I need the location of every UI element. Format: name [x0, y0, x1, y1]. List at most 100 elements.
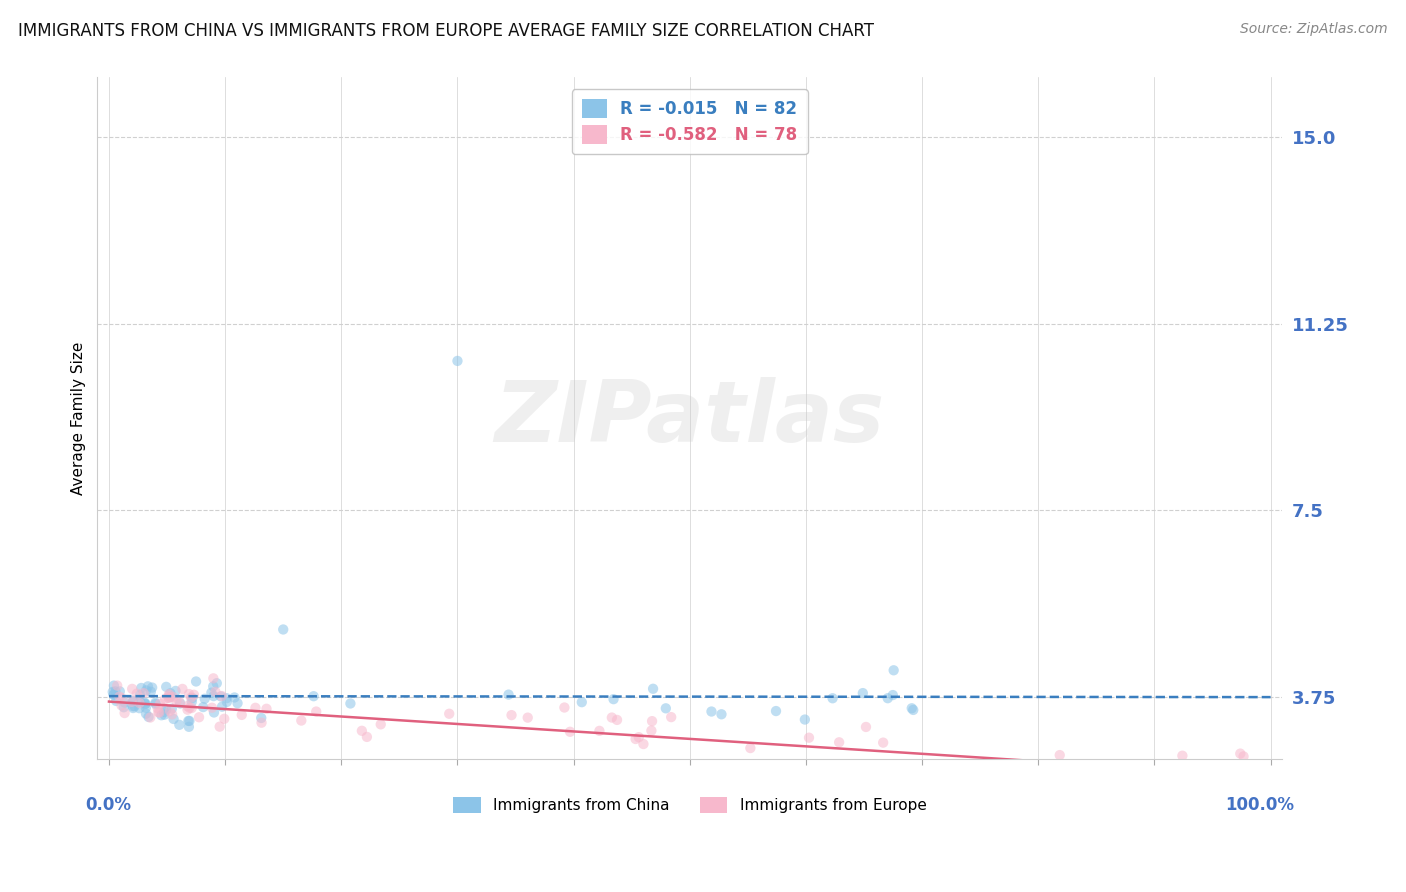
Point [132, 695, 155, 709]
Point [146, 701, 169, 715]
Point [176, 703, 198, 717]
Point [1154, 762, 1177, 776]
Point [135, 697, 157, 711]
Point [208, 720, 231, 734]
Point [855, 720, 877, 734]
Point [121, 699, 143, 714]
Point [135, 706, 157, 721]
Point [121, 695, 143, 709]
Point [558, 724, 581, 739]
Point [271, 623, 294, 637]
Point [202, 706, 225, 720]
Point [852, 686, 875, 700]
Point [765, 704, 787, 718]
Point [121, 681, 143, 696]
Point [876, 691, 898, 706]
Point [103, 688, 125, 702]
Point [821, 691, 844, 706]
Point [159, 690, 181, 704]
Point [202, 679, 225, 693]
Point [553, 700, 575, 714]
Point [633, 737, 655, 751]
Point [145, 697, 167, 711]
Point [104, 684, 127, 698]
Point [224, 690, 246, 705]
Text: Source: ZipAtlas.com: Source: ZipAtlas.com [1240, 22, 1388, 37]
Point [1184, 762, 1206, 776]
Point [606, 713, 628, 727]
Point [128, 701, 150, 715]
Point [184, 674, 207, 689]
Point [177, 687, 200, 701]
Point [339, 697, 361, 711]
Point [157, 690, 180, 705]
Point [157, 691, 180, 706]
Point [160, 702, 183, 716]
Point [627, 730, 650, 744]
Point [202, 689, 225, 703]
Point [659, 710, 682, 724]
Point [155, 702, 177, 716]
Point [159, 704, 181, 718]
Point [136, 679, 159, 693]
Point [135, 683, 157, 698]
Point [602, 692, 624, 706]
Point [165, 684, 187, 698]
Point [149, 697, 172, 711]
Point [180, 690, 202, 705]
Point [139, 684, 162, 698]
Point [1171, 748, 1194, 763]
Point [148, 706, 170, 720]
Point [1130, 762, 1153, 776]
Point [183, 688, 205, 702]
Point [157, 687, 180, 701]
Point [641, 714, 664, 728]
Point [176, 699, 198, 714]
Point [181, 690, 204, 705]
Point [1184, 762, 1206, 776]
Point [793, 713, 815, 727]
Point [162, 690, 184, 704]
Point [150, 708, 173, 723]
Point [124, 699, 146, 714]
Point [439, 706, 461, 721]
Point [231, 707, 253, 722]
Point [110, 698, 132, 713]
Point [128, 694, 150, 708]
Point [153, 705, 176, 719]
Point [1049, 748, 1071, 763]
Point [883, 663, 905, 677]
Point [122, 701, 145, 715]
Point [641, 681, 664, 696]
Point [162, 712, 184, 726]
Point [129, 688, 152, 702]
Text: IMMIGRANTS FROM CHINA VS IMMIGRANTS FROM EUROPE AVERAGE FAMILY SIZE CORRELATION : IMMIGRANTS FROM CHINA VS IMMIGRANTS FROM… [18, 22, 875, 40]
Point [114, 706, 136, 720]
Point [214, 712, 236, 726]
Y-axis label: Average Family Size: Average Family Size [72, 342, 86, 495]
Point [245, 701, 267, 715]
Legend: R = -0.015   N = 82, R = -0.582   N = 78: R = -0.015 N = 82, R = -0.582 N = 78 [572, 89, 807, 154]
Point [138, 710, 160, 724]
Point [640, 723, 662, 738]
Point [188, 710, 211, 724]
Point [205, 676, 228, 690]
Point [112, 700, 135, 714]
Point [914, 762, 936, 776]
Point [215, 691, 238, 706]
Point [250, 711, 273, 725]
Point [145, 696, 167, 710]
Point [204, 685, 226, 699]
Point [177, 720, 200, 734]
Point [370, 717, 392, 731]
Point [882, 688, 904, 702]
Point [740, 741, 762, 756]
Point [290, 714, 312, 728]
Point [166, 694, 188, 708]
Point [446, 354, 468, 368]
Text: 0.0%: 0.0% [86, 797, 132, 814]
Point [256, 702, 278, 716]
Point [516, 711, 538, 725]
Point [588, 723, 610, 738]
Point [828, 735, 851, 749]
